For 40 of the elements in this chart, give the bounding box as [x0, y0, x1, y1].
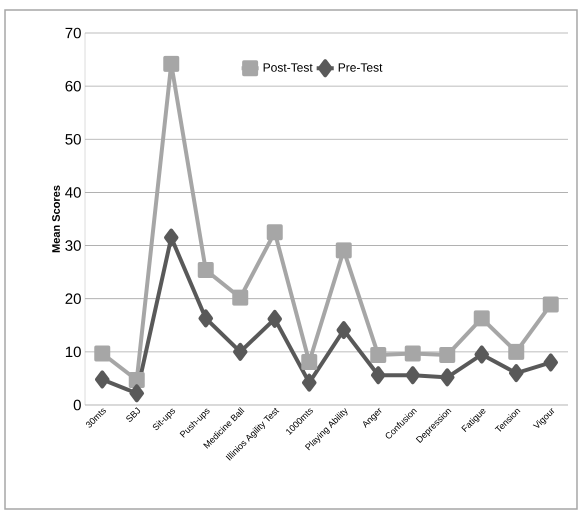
- point: [508, 364, 524, 382]
- y-tick-label: 30: [65, 240, 81, 251]
- point: [371, 366, 386, 384]
- point: [439, 347, 456, 364]
- point: [266, 224, 283, 240]
- point: [232, 290, 248, 306]
- point: [440, 368, 454, 386]
- point: [198, 262, 214, 278]
- y-tick-label: 50: [65, 134, 81, 145]
- point: [198, 309, 213, 328]
- point: [406, 366, 420, 384]
- point: [336, 242, 352, 258]
- y-tick-label: 60: [66, 80, 81, 92]
- point: [544, 353, 558, 372]
- point: [474, 310, 490, 326]
- point: [95, 370, 110, 388]
- point: [233, 342, 248, 361]
- y-tick-label: 70: [66, 28, 81, 38]
- point: [404, 345, 421, 362]
- y-axis-title: Mean Scores: [52, 186, 60, 252]
- point: [130, 384, 144, 402]
- point: [164, 228, 178, 247]
- legend-label: Pre-Test: [338, 63, 382, 72]
- point: [542, 296, 559, 313]
- y-tick-label: 0: [74, 400, 81, 410]
- point: [301, 354, 318, 370]
- point: [268, 310, 282, 328]
- point: [508, 344, 524, 360]
- point: [302, 374, 316, 392]
- y-tick-label: 10: [66, 346, 81, 358]
- legend-label: Post-Test: [264, 63, 313, 72]
- point: [94, 345, 110, 362]
- y-tick-label: 40: [65, 187, 81, 198]
- y-tick-label: 20: [66, 293, 81, 304]
- point: [336, 321, 351, 340]
- point: [370, 347, 386, 364]
- point: [474, 346, 489, 364]
- point: [128, 372, 145, 388]
- point: [163, 56, 180, 72]
- x-tick-label: SBJ: [126, 407, 140, 422]
